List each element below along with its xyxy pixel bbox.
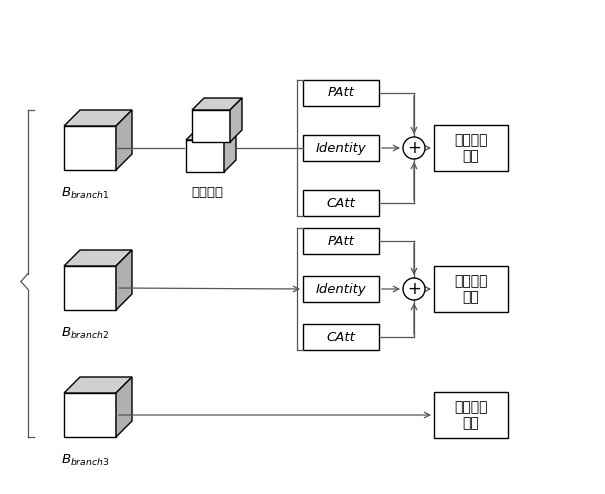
Polygon shape (230, 98, 242, 142)
Polygon shape (64, 126, 116, 170)
Text: +: + (407, 139, 421, 157)
Polygon shape (192, 110, 230, 142)
Polygon shape (116, 250, 132, 310)
Circle shape (403, 137, 425, 159)
Text: 全局平均
池化: 全局平均 池化 (454, 274, 488, 304)
Text: $B_{branch3}$: $B_{branch3}$ (60, 453, 110, 468)
FancyBboxPatch shape (303, 80, 379, 106)
Polygon shape (186, 140, 224, 172)
Text: CAtt: CAtt (327, 330, 356, 343)
Polygon shape (64, 110, 132, 126)
FancyBboxPatch shape (303, 190, 379, 216)
Polygon shape (116, 377, 132, 437)
Polygon shape (64, 393, 116, 437)
Text: PAtt: PAtt (327, 235, 355, 247)
FancyBboxPatch shape (434, 266, 508, 312)
Polygon shape (64, 377, 132, 393)
Polygon shape (192, 98, 242, 110)
FancyBboxPatch shape (303, 324, 379, 350)
Polygon shape (64, 250, 132, 266)
Polygon shape (116, 110, 132, 170)
Text: 全局平均
池化: 全局平均 池化 (454, 133, 488, 163)
Text: $B_{branch1}$: $B_{branch1}$ (61, 186, 109, 201)
Text: Identity: Identity (316, 141, 367, 155)
FancyBboxPatch shape (434, 125, 508, 171)
FancyBboxPatch shape (303, 135, 379, 161)
Text: Identity: Identity (316, 283, 367, 295)
Circle shape (403, 278, 425, 300)
Text: 水平切分: 水平切分 (191, 186, 223, 199)
FancyBboxPatch shape (303, 228, 379, 254)
Text: PAtt: PAtt (327, 86, 355, 99)
Text: $B_{branch2}$: $B_{branch2}$ (61, 326, 109, 341)
Polygon shape (64, 266, 116, 310)
Text: 全局平均
池化: 全局平均 池化 (454, 400, 488, 430)
Text: +: + (407, 280, 421, 298)
Text: CAtt: CAtt (327, 197, 356, 209)
Polygon shape (224, 128, 236, 172)
Polygon shape (186, 128, 236, 140)
FancyBboxPatch shape (303, 276, 379, 302)
FancyBboxPatch shape (434, 392, 508, 438)
